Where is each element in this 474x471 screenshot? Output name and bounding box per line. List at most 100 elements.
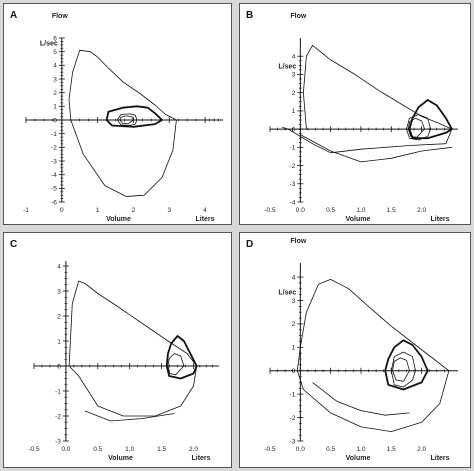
panel-c: C 4 3 2 1 0 -1 -2 -3 -0.5 0.0 0.5 1.0 1.5 2.0 Volume Lit… <box>3 232 232 468</box>
x-tick-label-b: -0.5 <box>264 207 276 214</box>
flow-volume-chart-b: B 4 3 2 1 0 -1 -2 -3 -4 -0.5 0.0 0.5 1.0 1.5 2.0 Flow L/s… <box>246 10 458 223</box>
x-tick-label-b: 0.0 <box>296 207 305 214</box>
panel-label-d: D <box>246 239 253 250</box>
y-tick-label-c: 0 <box>57 363 61 370</box>
x-tick-label-b: 2.0 <box>417 207 426 214</box>
series-c-3 <box>165 335 198 380</box>
x-tick-label-b: 1.0 <box>356 207 365 214</box>
y-tick-label-d: 3 <box>292 298 296 305</box>
y-tick-label-d: 0 <box>292 368 296 375</box>
series-d-3 <box>384 339 429 391</box>
x-tick-label-d: 0.5 <box>326 446 335 453</box>
x-axis-title-d: Volume <box>346 455 371 462</box>
x-tick-label-c: -0.5 <box>28 446 40 453</box>
x-tick-label-a: 0 <box>60 207 64 214</box>
y-tick-label-b: 0 <box>292 126 296 133</box>
x-axis-unit-d: Liters <box>430 455 449 462</box>
series-d-1 <box>296 279 450 432</box>
x-tick-label-d: 0.0 <box>296 446 305 453</box>
y-axis-title-b: Flow <box>290 13 306 20</box>
y-tick-label-d: 2 <box>292 321 296 328</box>
x-tick-label-a: 2 <box>132 207 136 214</box>
series-d-5 <box>392 357 410 382</box>
y-tick-label-b: 4 <box>292 54 296 61</box>
x-tick-label-c: 1.0 <box>125 446 134 453</box>
y-tick-label-a: -3 <box>51 158 57 165</box>
x-tick-label-d: 1.5 <box>387 446 396 453</box>
series-a-2 <box>105 105 163 128</box>
y-tick-label-b: -1 <box>290 145 296 152</box>
y-tick-label-a: 4 <box>53 63 57 70</box>
panel-label-c: C <box>10 239 17 250</box>
series-a-3 <box>116 113 138 126</box>
y-tick-label-b: 3 <box>292 72 296 79</box>
panel-b: B 4 3 2 1 0 -1 -2 -3 -4 -0.5 0.0 0.5 1.0 1.5 2.0 Flow L/s… <box>239 3 471 225</box>
x-axis-title-c: Volume <box>108 455 133 462</box>
series-a-4 <box>119 115 134 125</box>
y-tick-label-b: 2 <box>292 90 296 97</box>
y-tick-label-a: -4 <box>51 172 57 179</box>
x-tick-label-a: 3 <box>167 207 171 214</box>
y-tick-label-c: 3 <box>57 288 61 295</box>
x-tick-label-a: 1 <box>96 207 100 214</box>
y-tick-label-c: 2 <box>57 313 61 320</box>
y-tick-label-c: -3 <box>55 438 61 445</box>
y-tick-label-a: -5 <box>51 186 57 193</box>
x-axis-unit-c: Liters <box>191 455 210 462</box>
y-tick-label-d: -1 <box>290 391 296 398</box>
series-d-4 <box>390 351 416 388</box>
y-tick-label-b: -3 <box>290 181 296 188</box>
series-b-3 <box>408 99 453 140</box>
y-tick-label-a: 0 <box>53 117 57 124</box>
x-tick-label-d: 1.0 <box>356 446 365 453</box>
y-tick-label-c: 1 <box>57 338 61 345</box>
x-axis-title-b: Volume <box>346 216 371 223</box>
y-tick-label-d: 1 <box>292 345 296 352</box>
y-tick-label-a: 1 <box>53 104 57 111</box>
y-axis-title-a: Flow <box>52 13 68 20</box>
y-tick-label-b: -2 <box>290 163 296 170</box>
x-tick-label-d: -0.5 <box>264 446 276 453</box>
x-axis-unit-a: Liters <box>195 216 214 223</box>
series-d-2 <box>312 382 410 416</box>
y-tick-label-c: -1 <box>55 388 61 395</box>
y-tick-label-d: 4 <box>292 274 296 281</box>
y-tick-label-c: 4 <box>57 263 61 270</box>
flow-volume-chart-d: D 4 3 2 1 0 -1 -2 -3 -0.5 0.0 0.5 1.0 1.5 2.0 Flow L/sec… <box>246 238 458 462</box>
panel-label-a: A <box>10 10 17 21</box>
y-tick-label-b: -4 <box>290 199 296 206</box>
series-b-1 <box>281 44 453 154</box>
y-tick-label-a: 3 <box>53 76 57 83</box>
series-c-2 <box>84 410 175 422</box>
y-tick-label-a: -2 <box>51 145 57 152</box>
y-tick-label-a: 2 <box>53 90 57 97</box>
series-b-2 <box>300 134 452 163</box>
x-tick-label-c: 1.5 <box>157 446 166 453</box>
panel-a: A 6 5 4 3 2 1 0 -1 -2 -3 -4 -5 -6 -1 0 1 2 3 4 Flow L/sec Volu… <box>3 3 232 225</box>
y-tick-label-c: -2 <box>55 413 61 420</box>
x-tick-label-a: -1 <box>23 207 29 214</box>
y-axis-unit-a: L/sec <box>40 41 58 48</box>
y-axis-unit-d: L/sec <box>278 289 296 296</box>
y-axis-title-d: Flow <box>290 238 306 245</box>
x-tick-label-b: 0.5 <box>326 207 335 214</box>
x-tick-label-c: 0.0 <box>61 446 70 453</box>
series-a-1 <box>68 49 177 197</box>
panel-d: D 4 3 2 1 0 -1 -2 -3 -0.5 0.0 0.5 1.0 1.5 2.0 Flow L/sec… <box>239 232 471 468</box>
panel-label-b: B <box>246 10 253 21</box>
y-tick-label-a: 6 <box>53 35 57 42</box>
series-c-1 <box>68 280 198 417</box>
flow-volume-chart-c: C 4 3 2 1 0 -1 -2 -3 -0.5 0.0 0.5 1.0 1.5 2.0 Volume Lit… <box>10 239 219 462</box>
y-tick-label-a: -1 <box>51 131 57 138</box>
x-tick-label-d: 2.0 <box>417 446 426 453</box>
x-tick-label-b: 1.5 <box>387 207 396 214</box>
x-axis-title-a: Volume <box>106 216 131 223</box>
flow-volume-chart-a: A 6 5 4 3 2 1 0 -1 -2 -3 -4 -5 -6 -1 0 1 2 3 4 Flow L/sec Volu… <box>10 10 223 223</box>
series-c-4 <box>167 353 185 376</box>
x-tick-label-c: 2.0 <box>189 446 198 453</box>
y-tick-label-d: -2 <box>290 415 296 422</box>
series-b-4 <box>406 114 432 141</box>
x-tick-label-c: 0.5 <box>93 446 102 453</box>
x-tick-label-a: 4 <box>203 207 207 214</box>
x-axis-unit-b: Liters <box>430 216 449 223</box>
